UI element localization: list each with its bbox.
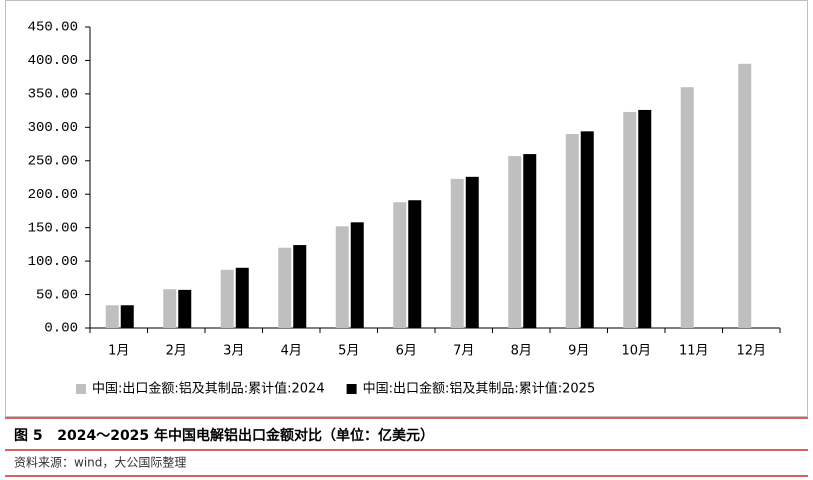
bar bbox=[235, 267, 249, 328]
x-tick-label: 4月 bbox=[281, 344, 302, 359]
x-tick-label: 6月 bbox=[396, 344, 417, 359]
chart-title: 图 5 2024～2025 年中国电解铝出口金额对比（单位：亿美元） bbox=[14, 427, 434, 444]
legend-label: 中国:出口金额:铝及其制品:累计值:2024 bbox=[92, 381, 325, 397]
chart-border bbox=[5, 0, 808, 417]
y-tick-label: 100.00 bbox=[28, 254, 78, 270]
legend-label: 中国:出口金额:铝及其制品:累计值:2025 bbox=[363, 381, 596, 397]
bar bbox=[178, 289, 192, 328]
x-tick-label: 12月 bbox=[736, 344, 766, 359]
x-tick-label: 3月 bbox=[223, 344, 244, 359]
x-tick-label: 8月 bbox=[511, 344, 532, 359]
bar bbox=[105, 305, 119, 328]
y-tick-label: 300.00 bbox=[28, 120, 78, 136]
source: 资料来源：wind，大公国际整理 bbox=[14, 455, 186, 470]
bar bbox=[350, 222, 364, 328]
bar bbox=[508, 156, 522, 328]
y-tick-label: 350.00 bbox=[28, 87, 78, 103]
bar bbox=[638, 109, 652, 328]
y-tick-label: 150.00 bbox=[28, 220, 78, 236]
bar bbox=[738, 63, 752, 329]
y-tick-label: 0.00 bbox=[44, 321, 78, 337]
bar bbox=[220, 269, 234, 328]
y-tick-label: 50.00 bbox=[36, 287, 78, 303]
legend-swatch bbox=[346, 384, 357, 394]
bar bbox=[120, 305, 134, 328]
bar bbox=[623, 111, 637, 329]
bar bbox=[680, 87, 694, 328]
bar bbox=[408, 200, 422, 328]
x-tick-label: 11月 bbox=[679, 344, 709, 359]
x-tick-label: 5月 bbox=[338, 344, 359, 359]
bar bbox=[163, 289, 177, 328]
x-tick-label: 1月 bbox=[108, 344, 129, 359]
bar bbox=[293, 245, 307, 328]
bar bbox=[565, 134, 579, 328]
x-tick-label: 9月 bbox=[568, 344, 589, 359]
y-tick-label: 400.00 bbox=[28, 53, 78, 69]
x-tick-label: 7月 bbox=[453, 344, 474, 359]
bar bbox=[523, 154, 537, 328]
bar bbox=[450, 178, 464, 328]
y-tick-label: 450.00 bbox=[28, 20, 78, 36]
bar bbox=[465, 176, 479, 328]
y-tick-label: 200.00 bbox=[28, 187, 78, 203]
x-tick-label: 10月 bbox=[621, 344, 651, 359]
bar bbox=[580, 131, 594, 328]
bar bbox=[335, 226, 349, 328]
bar bbox=[393, 202, 407, 328]
bar bbox=[278, 247, 292, 328]
x-tick-label: 2月 bbox=[166, 344, 187, 359]
y-tick-label: 250.00 bbox=[28, 153, 78, 169]
legend-swatch bbox=[76, 384, 86, 394]
